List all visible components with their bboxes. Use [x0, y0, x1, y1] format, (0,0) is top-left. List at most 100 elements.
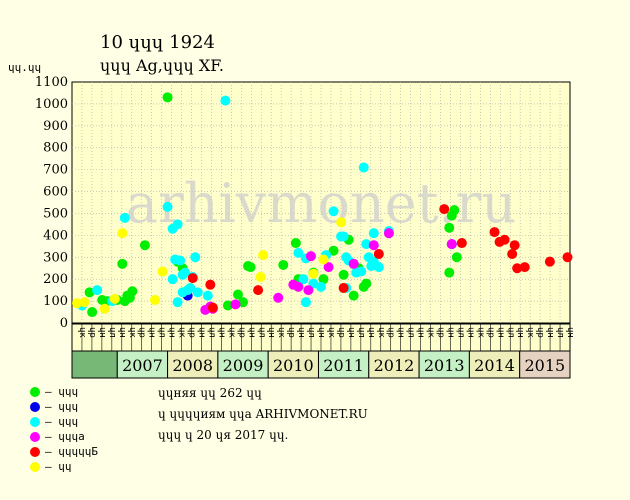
legend-swatch: [30, 431, 40, 442]
data-point: [139, 240, 150, 251]
legend-item: – ɥɥɥɥɥБ: [30, 444, 98, 459]
data-point: [72, 298, 83, 309]
data-point: [92, 285, 103, 296]
legend-label: – ɥɥɥɥɥБ: [45, 445, 98, 458]
data-point: [562, 252, 573, 263]
y-tick-label: 300: [43, 250, 68, 265]
data-point: [368, 228, 379, 239]
data-point: [177, 269, 188, 280]
y-tick-label: 200: [43, 272, 68, 287]
data-point: [300, 297, 311, 308]
year-band: [468, 350, 521, 379]
data-point: [192, 287, 203, 298]
data-point: [449, 205, 460, 216]
y-axis-label: ɥɥ.ɥɥ: [8, 61, 42, 74]
data-point: [348, 258, 359, 269]
legend-swatch: [30, 416, 40, 427]
data-point: [338, 282, 349, 293]
data-point: [117, 258, 128, 269]
data-point: [117, 228, 128, 239]
legend-swatch: [30, 446, 40, 457]
data-point: [162, 201, 173, 212]
data-point: [489, 227, 500, 238]
data-point: [308, 268, 319, 279]
info-block: ɥɥняя ɥɥ 262 ɥɥ ɥ ɥɥɥɥиям ɥɥа ARHIVMONET…: [158, 383, 368, 446]
year-band: [116, 350, 169, 379]
data-point: [205, 279, 216, 290]
data-point: [99, 303, 110, 314]
data-point: [323, 262, 334, 273]
data-point: [157, 266, 168, 277]
data-point: [175, 255, 186, 266]
y-tick-label: 100: [43, 294, 68, 309]
legend: – ɥɥɥ – ɥɥɥ – ɥɥɥ – ɥɥɥа – ɥɥɥɥɥБ – ɥɥ: [30, 384, 98, 474]
data-point: [172, 219, 183, 230]
legend-label: – ɥɥɥа: [45, 430, 85, 443]
year-label: 2008: [172, 356, 213, 375]
data-point: [512, 263, 523, 274]
data-point: [253, 285, 264, 296]
data-point: [293, 247, 304, 258]
year-label: 2010: [273, 356, 314, 375]
y-tick-label: 400: [43, 228, 68, 243]
year-band: [217, 350, 269, 379]
legend-swatch: [30, 386, 40, 397]
data-point: [361, 278, 372, 289]
legend-swatch: [30, 461, 40, 472]
data-point: [233, 289, 243, 300]
y-tick-label: 800: [43, 141, 68, 156]
y-tick-label: 900: [43, 119, 68, 134]
data-point: [328, 206, 339, 217]
data-point: [150, 294, 160, 305]
data-point: [444, 222, 455, 233]
info-line: ɥɥняя ɥɥ 262 ɥɥ: [158, 386, 262, 400]
legend-item: – ɥɥ: [30, 459, 98, 474]
year-band: [267, 350, 319, 379]
data-point: [383, 228, 394, 239]
legend-label: – ɥɥɥ: [45, 415, 79, 428]
data-point: [338, 269, 349, 280]
year-label: 2009: [223, 356, 264, 375]
year-band: [167, 350, 219, 379]
data-point: [544, 256, 555, 267]
data-point: [368, 256, 379, 267]
data-point: [318, 254, 329, 265]
data-point: [258, 250, 269, 261]
data-point: [316, 281, 326, 292]
data-point: [509, 240, 520, 251]
data-point: [356, 266, 367, 277]
data-point: [278, 259, 289, 270]
y-tick-label: 1100: [35, 75, 68, 90]
legend-item: – ɥɥɥ: [30, 384, 98, 399]
legend-swatch: [30, 401, 40, 412]
data-point: [190, 252, 201, 263]
data-point: [202, 290, 213, 301]
data-point: [303, 285, 314, 296]
data-point: [79, 297, 90, 308]
y-tick-label: 600: [43, 185, 68, 200]
data-point: [444, 267, 455, 278]
data-point: [220, 95, 231, 106]
data-point: [124, 292, 135, 303]
legend-item: – ɥɥɥ: [30, 414, 98, 429]
data-point: [293, 281, 304, 292]
year-label: 2012: [374, 356, 415, 375]
year-label: 2014: [474, 356, 515, 375]
watermark: arhivmonet.ru: [126, 172, 516, 235]
data-point: [167, 274, 178, 285]
data-point: [298, 274, 309, 285]
data-point: [446, 239, 457, 250]
info-line: ɥ ɥɥɥɥиям ɥɥа ARHIVMONET.RU: [158, 407, 368, 421]
data-point: [273, 292, 284, 303]
data-point: [238, 297, 249, 308]
data-point: [361, 239, 372, 250]
data-point: [358, 162, 369, 173]
year-band-edge: [71, 350, 118, 379]
y-tick-label: 700: [43, 163, 68, 178]
data-point: [207, 302, 218, 313]
year-label: 2015: [524, 356, 565, 375]
x-tick-label: ɥн: [565, 327, 575, 338]
data-point: [230, 299, 241, 310]
data-point: [222, 300, 233, 311]
data-point: [348, 290, 359, 301]
